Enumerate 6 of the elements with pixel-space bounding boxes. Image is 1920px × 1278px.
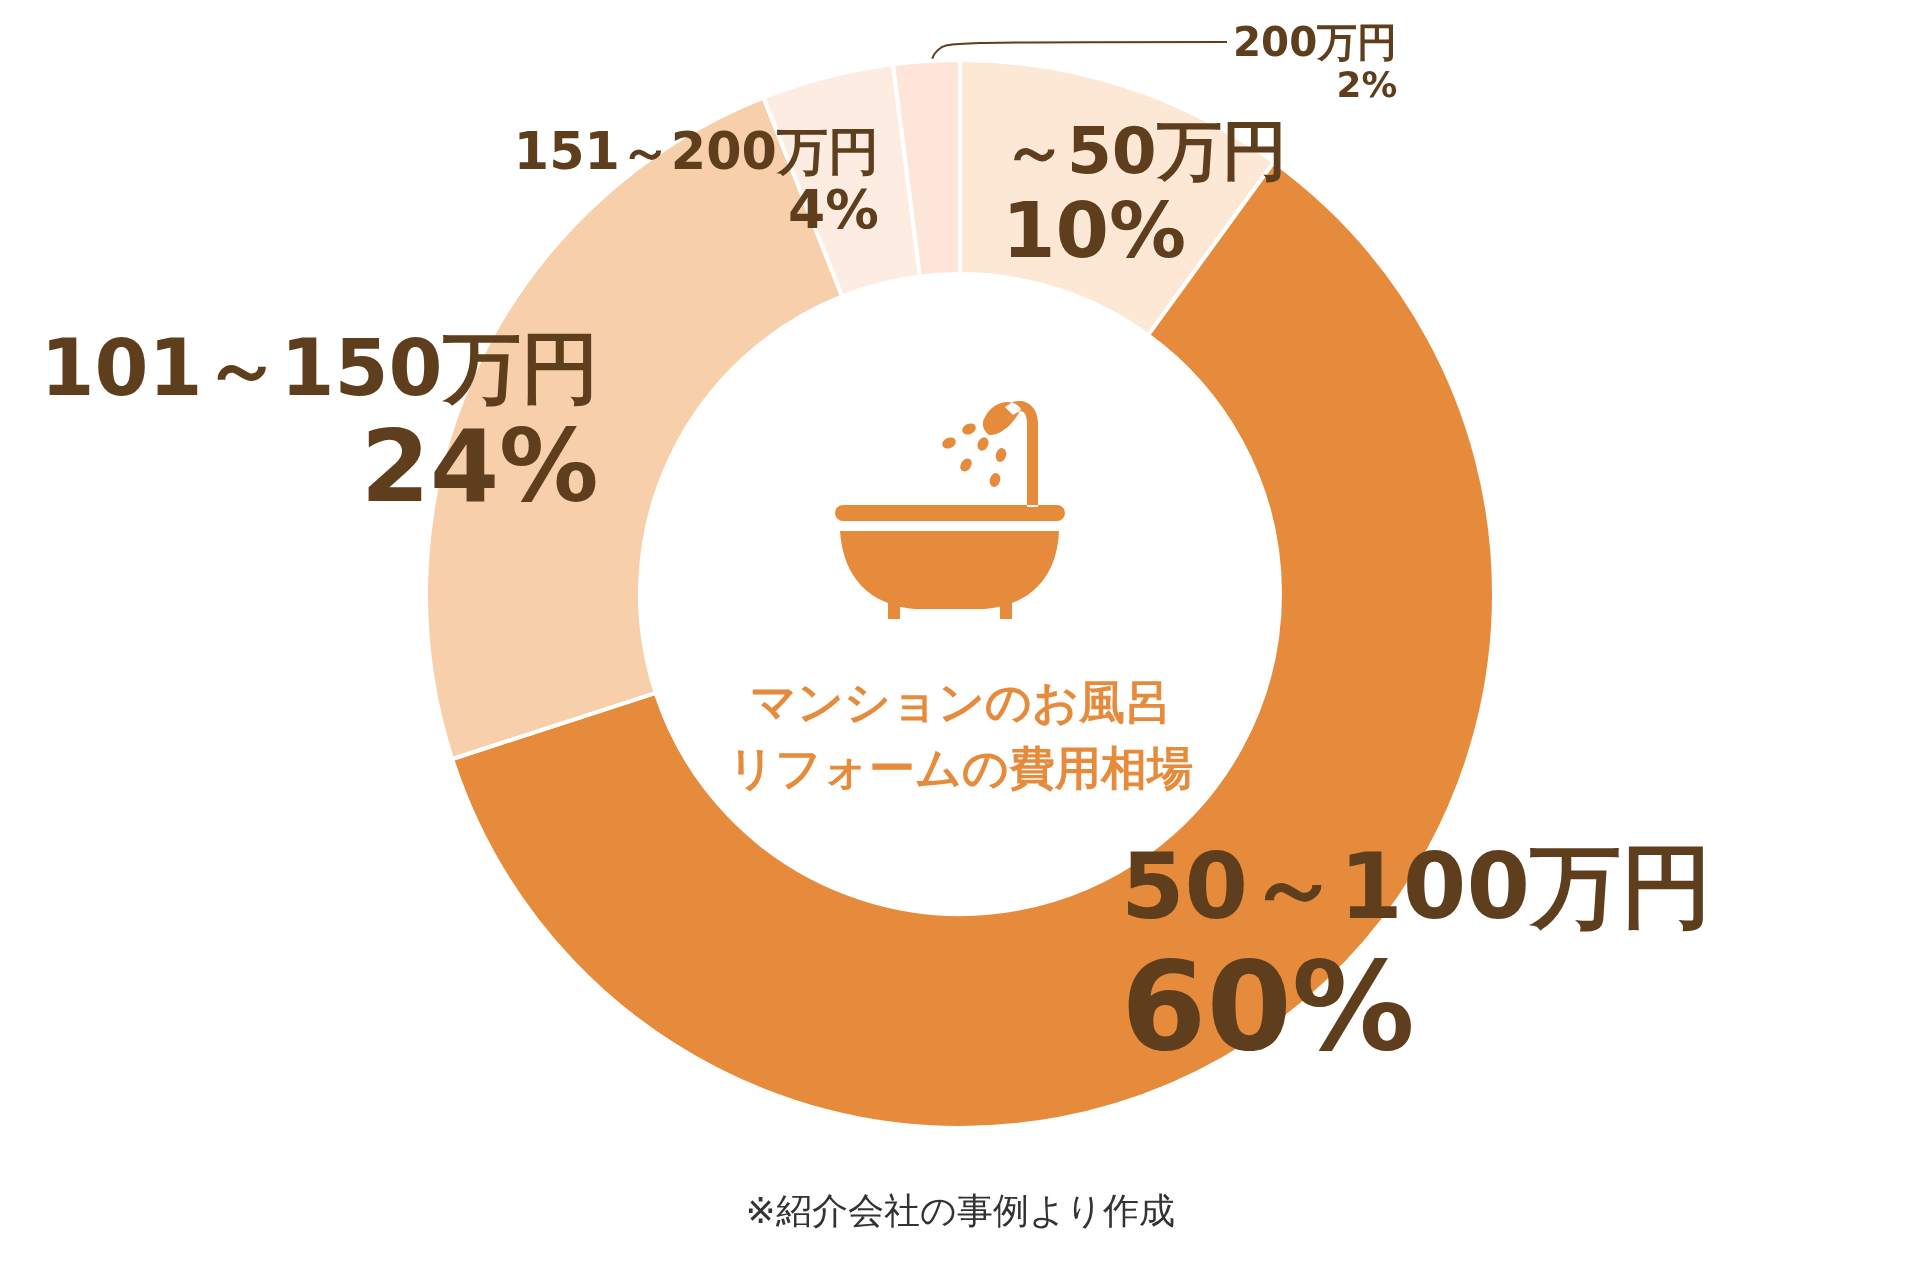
data-label: 4% xyxy=(788,178,879,242)
text: ※紹介会社の事例より作成 xyxy=(745,1189,1175,1231)
slice-label: 200万円 xyxy=(1233,18,1398,66)
data-label: 2% xyxy=(1336,64,1398,106)
text: マンションのお風呂リフォームの費用相場 xyxy=(727,675,1193,795)
slice-label: 151～200万円 xyxy=(513,121,879,181)
